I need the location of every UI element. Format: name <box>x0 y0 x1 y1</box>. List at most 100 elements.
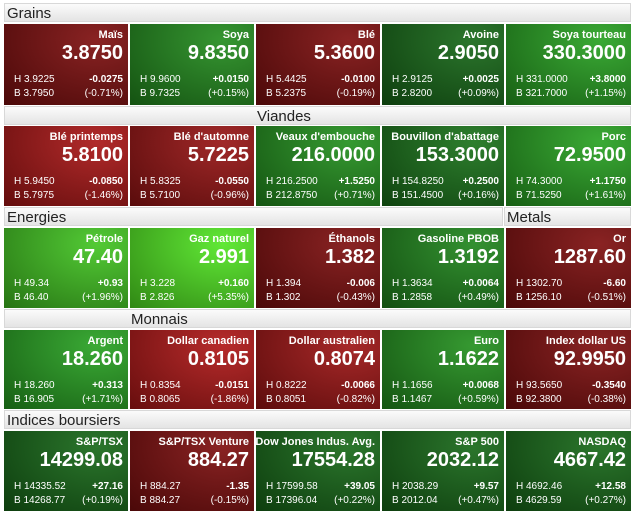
quote-tile: Dollar australien 0.8074 H 0.8222 B 0.8051 -… <box>256 330 380 409</box>
section-title: Metals <box>507 209 552 226</box>
quote-value: 72.9500 <box>553 144 626 166</box>
section-header: Metals <box>504 207 631 226</box>
quote-value: 92.9950 <box>553 348 626 370</box>
quote-tile: S&P/TSX 14299.08 H 14335.52 B 14268.77 +27.1… <box>4 431 128 511</box>
quote-low: B 1.2858 <box>392 292 433 303</box>
quote-change: -1.35 <box>226 481 249 492</box>
quote-high: H 3.228 <box>140 278 176 289</box>
quote-high: H 216.2500 <box>266 176 318 187</box>
quote-tile: S&P 500 2032.12 H 2038.29 B 2012.04 +9.57 (+0… <box>382 431 504 511</box>
tile-shade <box>506 228 631 308</box>
quote-percent: (-0.38%) <box>587 394 626 405</box>
quote-change: +12.58 <box>595 481 626 492</box>
quote-name: Gasoline PBOB <box>417 233 499 245</box>
quote-tile: NASDAQ 4667.42 H 4692.46 B 4629.59 +12.58 (+0… <box>506 431 631 511</box>
quote-percent: (+0.16%) <box>458 190 499 201</box>
quote-low: B 1.302 <box>266 292 301 303</box>
quote-change: -0.0550 <box>215 176 249 187</box>
quote-percent: (+1.61%) <box>585 190 626 201</box>
quote-value: 3.8750 <box>61 42 123 64</box>
quote-value: 153.3000 <box>415 144 499 166</box>
quote-name: Argent <box>87 335 123 347</box>
quote-percent: (+0.47%) <box>458 495 499 506</box>
quote-name: Avoine <box>462 29 499 41</box>
quote-high: H 49.34 <box>14 278 50 289</box>
quote-percent: (-0.51%) <box>587 292 626 303</box>
quote-low: B 4629.59 <box>516 495 562 506</box>
quote-low: B 46.40 <box>14 292 49 303</box>
quote-change: -0.006 <box>346 278 375 289</box>
quote-high: H 1.394 <box>266 278 302 289</box>
quote-percent: (-0.43%) <box>336 292 375 303</box>
quote-percent: (+0.15%) <box>208 88 249 99</box>
quote-high: H 93.5650 <box>516 380 563 391</box>
quote-change: +1.1750 <box>589 176 626 187</box>
quote-value: 1.1622 <box>437 348 499 370</box>
quote-high: H 14335.52 <box>14 481 66 492</box>
quote-percent: (+0.27%) <box>585 495 626 506</box>
quote-tile: Blé d'automne 5.7225 H 5.8325 B 5.7100 -0.05… <box>130 126 254 206</box>
quote-name: Dollar canadien <box>167 335 249 347</box>
quote-tile: Index dollar US 92.9950 H 93.5650 B 92.3800… <box>506 330 631 409</box>
quote-value: 5.8100 <box>61 144 123 166</box>
quote-low: B 9.7325 <box>140 88 181 99</box>
quote-tile: Euro 1.1622 H 1.1656 B 1.1467 +0.0068 (+0.59%… <box>382 330 504 409</box>
tile-shade <box>130 126 254 206</box>
section-title: Energies <box>7 209 67 226</box>
quote-percent: (-0.15%) <box>210 495 249 506</box>
quote-high: H 3.9225 <box>14 74 55 85</box>
quote-change: -6.60 <box>603 278 626 289</box>
quote-tile: Porc 72.9500 H 74.3000 B 71.5250 +1.1750 (+1.… <box>506 126 631 206</box>
quote-high: H 0.8222 <box>266 380 307 391</box>
quote-change: +27.16 <box>92 481 123 492</box>
quote-value: 14299.08 <box>39 449 123 471</box>
quote-tile: Bouvillon d'abattage 153.3000 H 154.8250 B … <box>382 126 504 206</box>
tile-shade <box>382 431 504 511</box>
quote-percent: (+0.59%) <box>458 394 499 405</box>
section-header: Grains <box>4 3 631 22</box>
quote-change: +0.0064 <box>462 278 499 289</box>
quote-low: B 1256.10 <box>516 292 562 303</box>
quote-value: 1287.60 <box>553 246 626 268</box>
quote-name: S&P/TSX <box>75 436 123 448</box>
tile-shade <box>130 330 254 409</box>
quote-low: B 212.8750 <box>266 190 318 201</box>
quote-tile: Argent 18.260 H 18.260 B 16.905 +0.313 (+1.71… <box>4 330 128 409</box>
quote-high: H 331.0000 <box>516 74 568 85</box>
quote-change: +3.8000 <box>589 74 626 85</box>
quote-high: H 18.260 <box>14 380 55 391</box>
quote-name: Veaux d'embouche <box>275 131 375 143</box>
quote-change: +39.05 <box>344 481 375 492</box>
quote-change: +9.57 <box>473 481 499 492</box>
quote-value: 2.9050 <box>437 42 499 64</box>
tile-shade <box>256 330 380 409</box>
quote-low: B 321.7000 <box>516 88 568 99</box>
quote-high: H 17599.58 <box>266 481 318 492</box>
quote-value: 0.8074 <box>313 348 375 370</box>
quote-value: 18.260 <box>61 348 123 370</box>
quote-value: 330.3000 <box>542 42 626 64</box>
quote-percent: (+0.22%) <box>334 495 375 506</box>
quote-high: H 1302.70 <box>516 278 563 289</box>
quote-percent: (+0.09%) <box>458 88 499 99</box>
quote-change: -0.3540 <box>592 380 626 391</box>
tile-shade <box>382 126 504 206</box>
tile-shade <box>4 126 128 206</box>
quote-value: 2.991 <box>198 246 249 268</box>
quote-tile: Blé printemps 5.8100 H 5.9450 B 5.7975 -0.08… <box>4 126 128 206</box>
quote-change: -0.0100 <box>341 74 375 85</box>
quote-tile: Avoine 2.9050 H 2.9125 B 2.8200 +0.0025 (+0.0… <box>382 24 504 105</box>
quote-high: H 154.8250 <box>392 176 444 187</box>
quote-low: B 2.8200 <box>392 88 433 99</box>
quote-name: Soya <box>222 29 249 41</box>
tile-shade <box>130 228 254 308</box>
quote-change: +0.2500 <box>462 176 499 187</box>
quote-low: B 5.2375 <box>266 88 307 99</box>
section-header: Indices boursiers <box>4 410 631 429</box>
quote-name: Éthanols <box>328 233 375 245</box>
quote-change: +0.0150 <box>212 74 249 85</box>
quote-tile: Dow Jones Indus. Avg. 17554.28 H 17599.58 B… <box>256 431 380 511</box>
quote-name: S&P/TSX Venture <box>158 436 249 448</box>
